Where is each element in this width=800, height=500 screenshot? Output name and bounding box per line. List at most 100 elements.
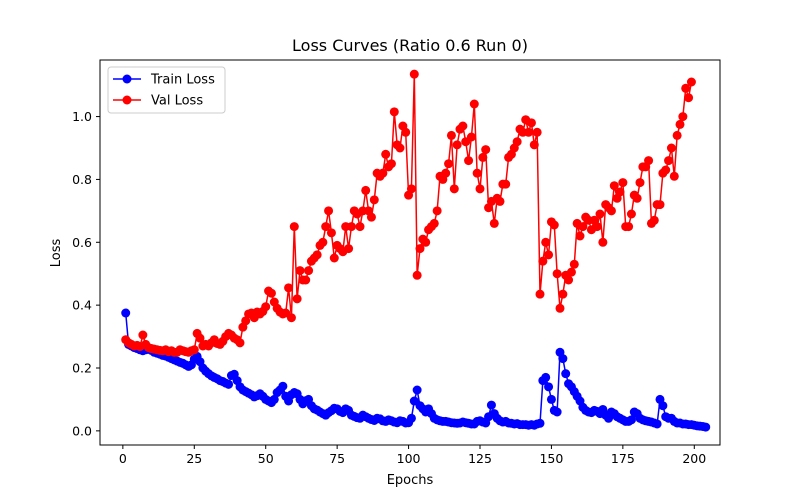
val-loss-point — [401, 127, 411, 137]
val-loss-point — [412, 270, 422, 280]
y-tick-label: 1.0 — [72, 109, 92, 124]
series-val-loss — [121, 69, 696, 357]
val-loss-point — [669, 171, 679, 181]
axes-frame — [99, 59, 721, 446]
val-loss-point — [552, 269, 562, 279]
val-loss-point — [441, 168, 451, 178]
plot-area: 0 25 50 75 100 125 150 175 200 0.0 0.2 0.4 0.6 0.8 1.… — [72, 59, 721, 466]
val-loss-point — [524, 127, 534, 137]
val-loss-point — [409, 69, 419, 79]
val-loss-point — [295, 266, 305, 276]
val-loss-point — [558, 289, 568, 299]
val-loss-point — [535, 289, 545, 299]
y-tick-label: 0.8 — [72, 172, 92, 187]
val-loss-point — [304, 266, 314, 276]
legend-entry-train-loss: Train Loss — [113, 73, 215, 88]
val-loss-point — [592, 222, 602, 232]
val-loss-point — [598, 237, 608, 247]
val-loss-point — [549, 220, 559, 230]
val-loss-point — [489, 218, 499, 228]
series-layer — [121, 69, 711, 432]
train-loss-point — [544, 382, 554, 392]
val-loss-point — [361, 185, 371, 195]
train-loss-point — [652, 419, 662, 429]
val-loss-point — [329, 253, 339, 263]
val-loss-point — [675, 119, 685, 129]
val-loss-point — [318, 237, 328, 247]
val-loss-point — [378, 168, 388, 178]
y-tick-label: 0.2 — [72, 361, 92, 376]
val-loss-point — [512, 137, 522, 147]
val-loss-point — [241, 316, 251, 326]
val-loss-point — [609, 181, 619, 191]
val-loss-point — [266, 288, 276, 298]
val-loss-point — [578, 222, 588, 232]
val-loss-point — [261, 302, 271, 312]
val-loss-point — [475, 184, 485, 194]
train-loss-point — [406, 413, 416, 423]
y-axis-ticks: 0.0 0.2 0.4 0.6 0.8 1.0 — [72, 109, 100, 438]
x-tick-label: 25 — [186, 451, 202, 466]
train-loss-point — [658, 401, 668, 411]
val-loss-point — [606, 206, 616, 216]
train-loss-point — [626, 415, 636, 425]
train-loss-point — [486, 400, 496, 410]
y-tick-label: 0.6 — [72, 235, 92, 250]
val-loss-point — [395, 143, 405, 153]
train-loss-point — [535, 418, 545, 428]
val-loss-point — [458, 121, 468, 131]
val-loss-point — [289, 222, 299, 232]
val-loss-point — [595, 209, 605, 219]
val-loss-point — [635, 178, 645, 188]
val-loss-point — [301, 275, 311, 285]
val-loss-point — [321, 222, 331, 232]
val-loss-point — [235, 338, 245, 348]
val-loss-point — [312, 250, 322, 260]
val-loss-point — [326, 228, 336, 238]
val-loss-point — [538, 256, 548, 266]
val-loss-point — [469, 99, 479, 109]
train-loss-point — [269, 394, 279, 404]
val-loss-point — [472, 168, 482, 178]
val-loss-point — [355, 222, 365, 232]
x-tick-label: 100 — [397, 451, 421, 466]
val-loss-point — [664, 156, 674, 166]
x-tick-label: 150 — [539, 451, 563, 466]
val-loss-point — [678, 112, 688, 122]
chart-title: Loss Curves (Ratio 0.6 Run 0) — [292, 36, 528, 55]
x-tick-label: 200 — [682, 451, 706, 466]
val-loss-point — [618, 178, 628, 188]
legend-train-label: Train Loss — [150, 73, 215, 88]
train-loss-point — [552, 407, 562, 417]
val-loss-point — [346, 222, 356, 232]
val-loss-point — [344, 244, 354, 254]
val-loss-point — [655, 200, 665, 210]
val-loss-point — [566, 267, 576, 277]
val-loss-point — [649, 215, 659, 225]
val-loss-point — [661, 165, 671, 175]
val-loss-point — [644, 156, 654, 166]
val-loss-point — [464, 156, 474, 166]
val-loss-point — [286, 313, 296, 323]
val-loss-point — [681, 83, 691, 93]
train-loss-point — [701, 422, 711, 432]
x-axis-label: Epochs — [387, 473, 434, 488]
train-loss-point — [541, 372, 551, 382]
val-loss-point — [672, 130, 682, 140]
train-loss-point — [561, 369, 571, 379]
val-loss-point — [432, 206, 442, 216]
legend-val-marker — [122, 95, 132, 105]
val-loss-point — [421, 237, 431, 247]
val-loss-point — [541, 237, 551, 247]
x-tick-label: 125 — [468, 451, 492, 466]
legend: Train Loss Val Loss — [107, 66, 226, 114]
val-loss-point — [526, 118, 536, 128]
val-loss-point — [406, 184, 416, 194]
val-loss-point — [429, 218, 439, 228]
val-loss-point — [575, 231, 585, 241]
x-tick-label: 50 — [258, 451, 274, 466]
train-loss-point — [558, 354, 568, 364]
val-loss-point — [446, 130, 456, 140]
legend-entry-val-loss: Val Loss — [113, 94, 203, 109]
